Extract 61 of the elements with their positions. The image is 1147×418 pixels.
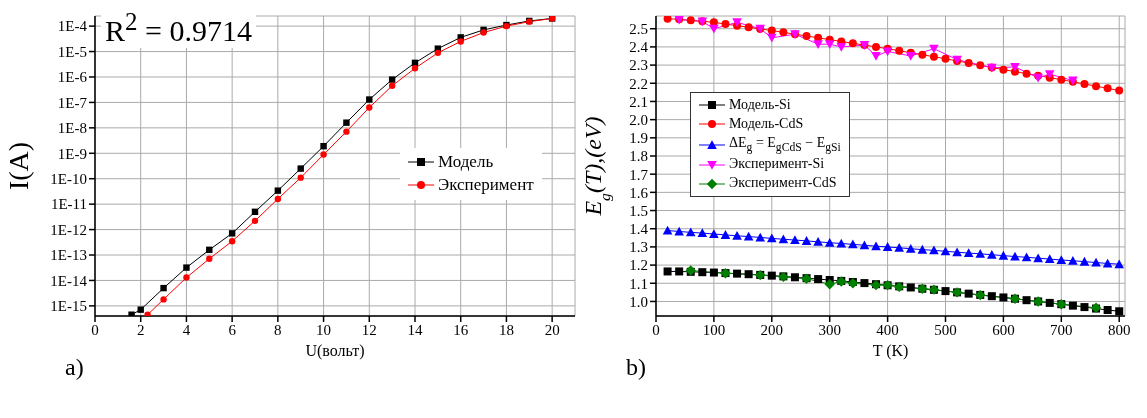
y-tick-label: 1.0 [629, 293, 648, 310]
x-tick-label: 8 [274, 321, 282, 338]
y-tick-label: 1E-11 [50, 196, 87, 213]
legend-label: Модель [438, 151, 494, 173]
y-tick-label: 1E-10 [50, 171, 87, 188]
y-tick-label: 2.4 [629, 39, 649, 56]
x-tick-label: 18 [498, 321, 514, 338]
x-tick-label: 12 [361, 321, 377, 338]
y-tick-label: 1E-13 [50, 247, 87, 264]
x-tick-label: 700 [1050, 321, 1073, 338]
y-tick-label: 1.3 [629, 239, 648, 256]
y-tick-label: 1.4 [629, 221, 649, 238]
x-axis-title: U(вольт) [305, 342, 365, 360]
y-tick-label: 1.6 [629, 184, 649, 201]
y-tick-label: 1.9 [629, 130, 648, 147]
x-tick-label: 100 [702, 321, 726, 338]
x-tick-label: 600 [992, 321, 1015, 338]
y-tick-label: 2.2 [629, 75, 648, 92]
x-tick-label: 400 [876, 321, 899, 338]
x-tick-label: 16 [453, 321, 469, 338]
annotation: R$^{2}$ = 0.9714 [101, 8, 256, 48]
x-tick-label: 0 [652, 321, 660, 338]
x-tick-label: 14 [407, 321, 423, 338]
y-tick-label: 1E-9 [57, 145, 87, 162]
y-axis-title: I(A) [3, 141, 34, 191]
y-tick-label: 1E-12 [50, 221, 87, 238]
legend-label: Модель-Si [729, 96, 791, 114]
x-tick-label: 6 [228, 321, 237, 338]
y-tick-label: 2.1 [629, 93, 648, 110]
text: a) [65, 354, 84, 381]
y-tick-label: 1.7 [629, 166, 649, 183]
y-tick-label: 1E-8 [57, 120, 87, 137]
y-tick-label: 2.5 [629, 21, 648, 38]
legend-label: ΔE$_{g}$ = E$_{gCdS}$ − E$_{gSi}$ [729, 133, 841, 156]
legend-label: Эксперимент-Si [729, 155, 825, 174]
legend-label: Модель-CdS [729, 114, 804, 133]
y-tick-label: 1E-15 [50, 298, 87, 315]
y-tick-label: 1E-4 [57, 18, 88, 35]
x-tick-label: 500 [934, 321, 957, 338]
x-tick-label: 0 [91, 321, 99, 338]
y-tick-label: 2.3 [629, 57, 648, 74]
x-tick-label: 300 [818, 321, 841, 338]
legend-label: Эксперимент-CdS [729, 174, 837, 193]
y-tick-label: 1.1 [629, 275, 648, 292]
y-tick-label: 2.0 [629, 111, 648, 128]
x-tick-label: 800 [1107, 321, 1131, 338]
y-tick-label: 1E-6 [57, 69, 88, 86]
x-tick-label: 20 [544, 321, 560, 338]
x-tick-label: 2 [136, 321, 145, 338]
y-tick-label: 1E-7 [57, 94, 88, 111]
y-tick-label: 1E-5 [57, 43, 87, 60]
y-tick-label: 1.5 [629, 202, 648, 219]
legend-label: Эксперимент [438, 173, 534, 196]
x-tick-label: 4 [182, 321, 191, 338]
y-tick-label: 1.2 [629, 257, 648, 274]
y-tick-label: 1E-14 [50, 272, 88, 289]
y-tick-label: 1.8 [629, 148, 648, 165]
text: b) [626, 354, 646, 381]
x-axis-title: T (K) [872, 342, 909, 360]
x-tick-label: 10 [316, 321, 332, 338]
x-tick-label: 200 [760, 321, 784, 338]
